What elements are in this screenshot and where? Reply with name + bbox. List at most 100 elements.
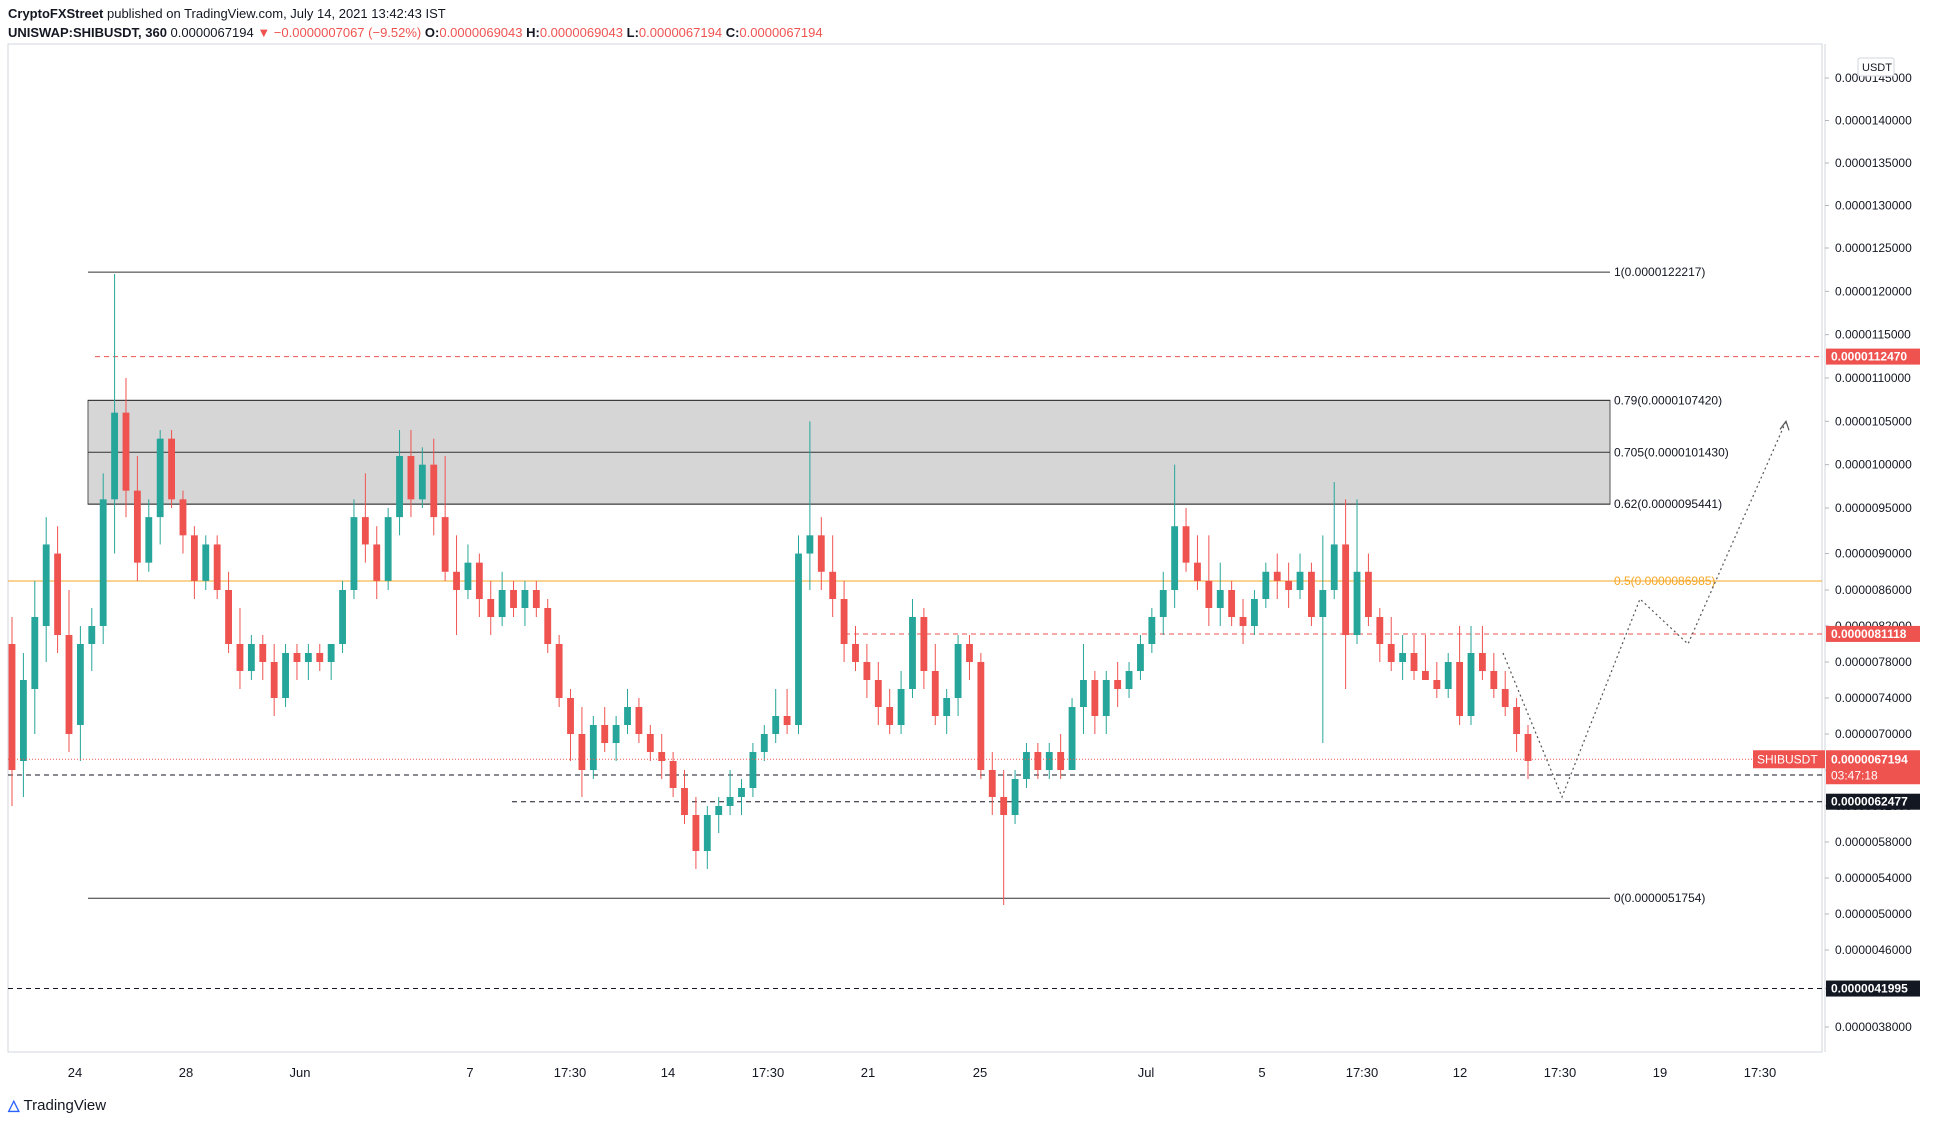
candle-body bbox=[977, 662, 985, 770]
candle-body bbox=[738, 788, 745, 797]
candle-body bbox=[202, 544, 210, 581]
change-value: ▼ −0.0000007067 (−9.52%) bbox=[257, 25, 422, 40]
last-price: 0.0000067194 bbox=[170, 25, 254, 40]
candle-body bbox=[1513, 707, 1521, 734]
currency-box bbox=[1857, 57, 1895, 77]
close-label: C: bbox=[725, 25, 740, 40]
candle-body bbox=[931, 671, 939, 716]
candle-body bbox=[578, 734, 586, 770]
candle-body bbox=[1490, 671, 1498, 689]
x-tick-label: 12 bbox=[1453, 1065, 1467, 1080]
candle-body bbox=[1399, 653, 1407, 662]
candle-body bbox=[1410, 653, 1418, 671]
arrow-head-icon bbox=[1779, 420, 1790, 431]
candle-body bbox=[1011, 779, 1019, 815]
y-tick-label: 0.0000054000 bbox=[1835, 871, 1912, 885]
y-tick-label: 0.0000074000 bbox=[1835, 691, 1912, 705]
publisher-name: CryptoFXStreet bbox=[8, 6, 104, 21]
y-tick-label: 0.0000130000 bbox=[1835, 199, 1912, 213]
candle-body bbox=[897, 689, 905, 725]
candle-body bbox=[658, 752, 666, 761]
x-tick-label: 7 bbox=[466, 1065, 473, 1080]
x-tick-label: 5 bbox=[1258, 1065, 1265, 1080]
y-tick-label: 0.0000140000 bbox=[1835, 114, 1912, 128]
y-tick-label: 0.0000086000 bbox=[1835, 583, 1912, 597]
candle-body bbox=[1194, 562, 1201, 581]
candle-body bbox=[612, 725, 620, 743]
high-label: H: bbox=[526, 25, 540, 40]
candle-body bbox=[31, 617, 39, 689]
candle-body bbox=[99, 499, 107, 626]
y-tick-label: 0.0000046000 bbox=[1835, 943, 1912, 957]
x-tick-label: 25 bbox=[973, 1065, 987, 1080]
candle-body bbox=[521, 590, 529, 608]
y-tick-label: 0.0000100000 bbox=[1835, 458, 1912, 472]
candle-body bbox=[1205, 580, 1213, 608]
candle-body bbox=[589, 725, 597, 770]
x-tick-label: 28 bbox=[179, 1065, 193, 1080]
candle-body bbox=[190, 535, 198, 581]
symbol-tag-label: SHIBUSDT bbox=[1757, 752, 1818, 766]
candle-body bbox=[304, 653, 312, 662]
candle-body bbox=[1524, 734, 1532, 761]
candle-body bbox=[441, 517, 449, 572]
candle-body bbox=[1433, 680, 1441, 689]
x-tick-label: 17:30 bbox=[752, 1065, 785, 1080]
candle-body bbox=[817, 535, 825, 572]
candle-body bbox=[1057, 752, 1065, 770]
candle-body bbox=[1251, 599, 1258, 626]
fib-level-label: 0(0.0000051754) bbox=[1614, 891, 1705, 905]
candle-body bbox=[1330, 544, 1338, 590]
brand-name: TradingView bbox=[23, 1096, 107, 1114]
candle-body bbox=[464, 562, 472, 590]
candle-body bbox=[1444, 662, 1452, 689]
candle-body bbox=[1045, 752, 1053, 770]
candle-body bbox=[122, 412, 130, 491]
tradingview-footer: △ TradingView bbox=[8, 1096, 107, 1115]
candle-body bbox=[350, 517, 358, 590]
y-tick-label: 0.0000090000 bbox=[1835, 547, 1912, 561]
open-value: 0.0000069043 bbox=[439, 25, 523, 40]
y-tick-label: 0.0000050000 bbox=[1835, 907, 1912, 921]
candle-body bbox=[1114, 680, 1122, 689]
y-tick-label: 0.0000078000 bbox=[1835, 655, 1912, 669]
candle-body bbox=[179, 499, 187, 536]
y-tick-label: 0.0000070000 bbox=[1835, 727, 1912, 741]
symbol-label: UNISWAP:SHIBUSDT, 360 bbox=[8, 25, 167, 40]
candle-body bbox=[1365, 571, 1372, 617]
candle-body bbox=[703, 815, 711, 851]
candle-body bbox=[749, 752, 757, 788]
candle-body bbox=[567, 698, 574, 734]
candle-body bbox=[156, 438, 164, 518]
candle-body bbox=[1456, 662, 1464, 716]
low-value: 0.0000067194 bbox=[638, 25, 723, 40]
candle-body bbox=[1262, 571, 1270, 599]
candle-body bbox=[692, 815, 700, 851]
candle-body bbox=[1000, 797, 1008, 815]
fib-level-label: 0.62(0.0000095441) bbox=[1614, 497, 1722, 511]
candle-body bbox=[487, 599, 495, 617]
candle-body bbox=[453, 571, 460, 590]
open-label: O: bbox=[424, 25, 440, 40]
candle-body bbox=[145, 517, 153, 563]
candle-body bbox=[1353, 571, 1361, 635]
candle-body bbox=[1296, 571, 1304, 590]
candle-body bbox=[8, 644, 16, 770]
candle-body bbox=[111, 412, 119, 500]
last-price-label: 0.0000067194 bbox=[1831, 752, 1908, 766]
x-tick-label: 24 bbox=[68, 1065, 82, 1080]
candle-body bbox=[760, 734, 768, 752]
candle-body bbox=[168, 438, 175, 500]
candle-body bbox=[270, 662, 278, 698]
candle-body bbox=[1478, 653, 1486, 671]
candle-body bbox=[532, 590, 540, 608]
candle-body bbox=[1273, 571, 1281, 581]
candle-body bbox=[715, 806, 723, 815]
candle-body bbox=[1308, 571, 1315, 617]
candle-body bbox=[852, 644, 859, 662]
projection-path bbox=[1502, 421, 1787, 799]
candle-body bbox=[1068, 707, 1076, 770]
symbol-tag-box bbox=[1753, 750, 1825, 769]
close-value: 0.0000067194 bbox=[739, 25, 823, 40]
